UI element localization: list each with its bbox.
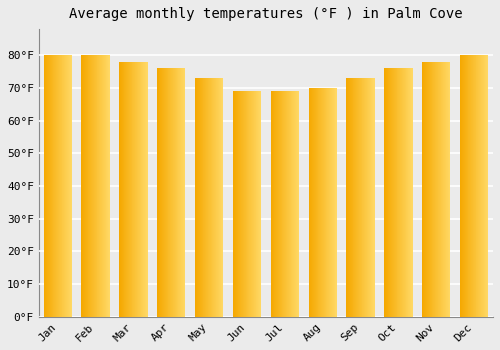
Title: Average monthly temperatures (°F ) in Palm Cove: Average monthly temperatures (°F ) in Pa… [69, 7, 462, 21]
